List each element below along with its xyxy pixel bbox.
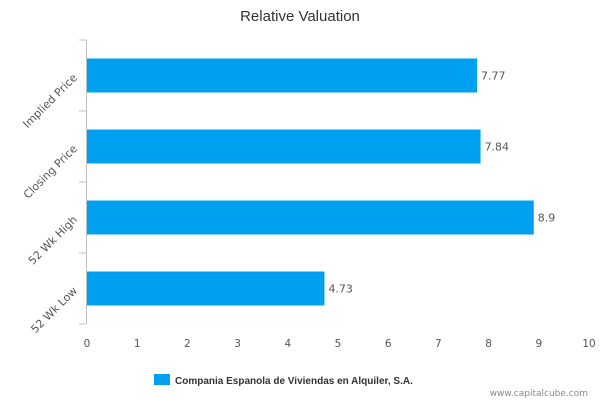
category-label: 52 Wk High xyxy=(26,213,80,267)
x-tick-label: 4 xyxy=(284,338,291,350)
x-tick-label: 8 xyxy=(485,338,492,350)
x-tick-label: 9 xyxy=(535,338,542,350)
x-tick-label: 5 xyxy=(335,338,342,350)
x-tick-label: 10 xyxy=(582,338,595,350)
data-label: 8.9 xyxy=(538,212,556,225)
category-label: Implied Price xyxy=(20,71,80,131)
data-label: 7.84 xyxy=(485,141,510,154)
x-tick-label: 6 xyxy=(385,338,392,350)
bar xyxy=(87,271,325,306)
x-tick-label: 2 xyxy=(184,338,191,350)
bar xyxy=(87,200,534,235)
bar xyxy=(87,129,481,164)
category-label: 52 Wk Low xyxy=(28,284,80,336)
x-tick-label: 0 xyxy=(84,338,91,350)
x-tick-label: 7 xyxy=(435,338,442,350)
x-tick-label: 3 xyxy=(234,338,241,350)
data-label: 4.73 xyxy=(328,283,353,296)
bar xyxy=(87,58,478,93)
chart-title: Relative Valuation xyxy=(240,8,360,25)
credit-text: www.capitalcube.com xyxy=(490,389,588,399)
legend-label: Compania Espanola de Viviendas en Alquil… xyxy=(175,376,413,387)
data-label: 7.77 xyxy=(481,70,506,83)
plot-area: 7.77 Implied Price 7.84 Closing Price 8.9 52 … xyxy=(20,39,596,350)
legend-swatch xyxy=(154,374,170,385)
x-tick-label: 1 xyxy=(134,338,141,350)
legend: Compania Espanola de Viviendas en Alquil… xyxy=(154,374,413,387)
category-label: Closing Price xyxy=(21,142,80,201)
